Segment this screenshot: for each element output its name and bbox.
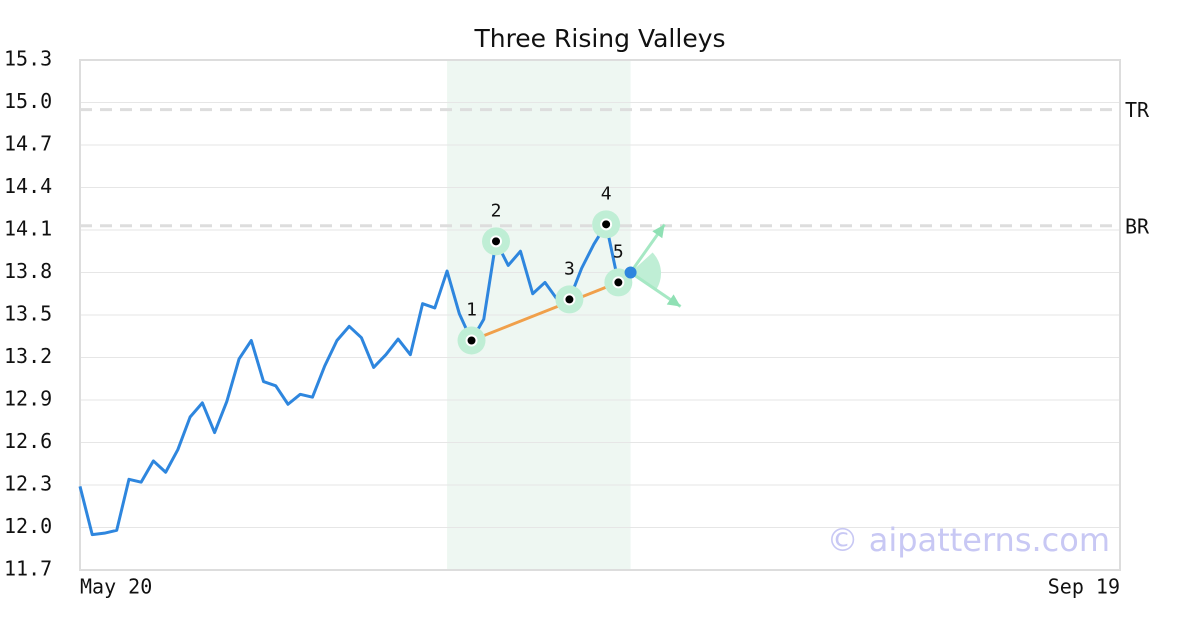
pattern-point xyxy=(465,334,478,347)
x-tick-label: May 20 xyxy=(80,575,152,599)
projection-wedge xyxy=(630,252,661,291)
plot-frame xyxy=(79,59,1121,571)
y-tick-label: 14.7 xyxy=(4,132,52,156)
y-tick-label: 12.3 xyxy=(4,472,52,496)
arrow-head xyxy=(666,294,681,307)
y-tick-label: 15.0 xyxy=(4,89,52,113)
y-tick-label: 11.7 xyxy=(4,557,52,581)
pattern-label: 3 xyxy=(564,258,575,279)
chart-title: Three Rising Valleys xyxy=(473,24,725,53)
y-tick-label: 12.0 xyxy=(4,514,52,538)
level-label: BR xyxy=(1125,214,1150,238)
watermark: © aipatterns.com xyxy=(827,521,1110,559)
y-tick-label: 15.3 xyxy=(4,47,52,71)
level-label: TR xyxy=(1125,98,1150,122)
pattern-point xyxy=(563,293,576,306)
y-tick-label: 14.4 xyxy=(4,174,52,198)
trend-line xyxy=(470,281,619,342)
pattern-label: 2 xyxy=(491,200,502,221)
pattern-point xyxy=(600,218,613,231)
y-tick-label: 14.1 xyxy=(4,217,52,241)
x-tick-label: Sep 19 xyxy=(1048,575,1120,599)
y-tick-label: 13.5 xyxy=(4,302,52,326)
y-tick-label: 12.9 xyxy=(4,387,52,411)
y-tick-label: 13.8 xyxy=(4,259,52,283)
pattern-label: 4 xyxy=(601,183,612,204)
price-line xyxy=(78,222,632,537)
pattern-label: 1 xyxy=(466,300,477,321)
arrow-head xyxy=(652,224,665,239)
last-price-dot xyxy=(624,266,637,279)
pattern-label: 5 xyxy=(613,241,624,262)
y-tick-label: 13.2 xyxy=(4,344,52,368)
y-tick-label: 12.6 xyxy=(4,429,52,453)
pattern-point xyxy=(612,276,625,289)
pattern-point xyxy=(490,235,502,248)
